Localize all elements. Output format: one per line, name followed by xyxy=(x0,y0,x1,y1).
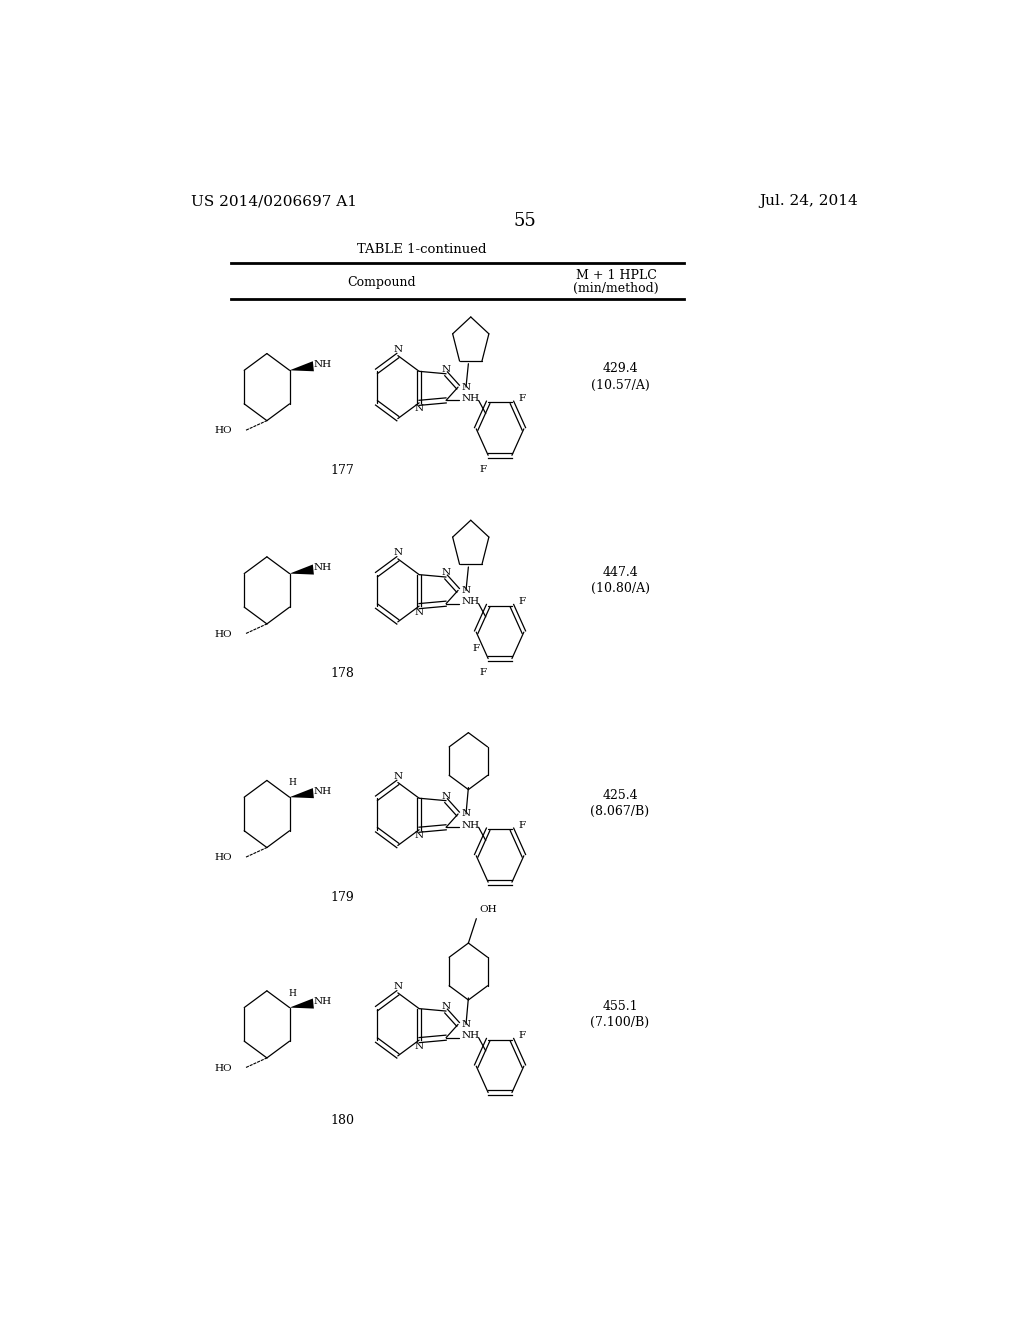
Text: N: N xyxy=(462,1020,471,1028)
Text: 180: 180 xyxy=(331,1114,354,1127)
Polygon shape xyxy=(290,998,314,1008)
Polygon shape xyxy=(290,788,314,799)
Text: N: N xyxy=(415,607,424,616)
Text: HO: HO xyxy=(214,630,232,639)
Text: NH: NH xyxy=(462,821,479,830)
Text: Jul. 24, 2014: Jul. 24, 2014 xyxy=(760,194,858,209)
Text: US 2014/0206697 A1: US 2014/0206697 A1 xyxy=(191,194,357,209)
Text: F: F xyxy=(473,644,480,653)
Text: N: N xyxy=(415,832,424,841)
Text: HO: HO xyxy=(214,1064,232,1073)
Text: 455.1: 455.1 xyxy=(602,999,638,1012)
Text: F: F xyxy=(519,821,526,830)
Text: 178: 178 xyxy=(331,667,354,680)
Text: NH: NH xyxy=(462,393,479,403)
Text: F: F xyxy=(519,1031,526,1040)
Text: NH: NH xyxy=(313,997,332,1006)
Text: Compound: Compound xyxy=(347,276,417,289)
Text: NH: NH xyxy=(462,597,479,606)
Text: (10.80/A): (10.80/A) xyxy=(591,582,649,595)
Text: 447.4: 447.4 xyxy=(602,565,638,578)
Text: NH: NH xyxy=(313,787,332,796)
Text: N: N xyxy=(393,345,402,354)
Text: N: N xyxy=(441,1002,451,1011)
Text: (10.57/A): (10.57/A) xyxy=(591,379,649,392)
Polygon shape xyxy=(290,362,314,371)
Text: N: N xyxy=(441,569,451,577)
Polygon shape xyxy=(290,565,314,574)
Text: F: F xyxy=(480,465,487,474)
Text: N: N xyxy=(462,383,471,392)
Text: NH: NH xyxy=(313,564,332,572)
Text: N: N xyxy=(441,366,451,374)
Text: N: N xyxy=(441,792,451,801)
Text: H: H xyxy=(289,989,297,998)
Text: TABLE 1-continued: TABLE 1-continued xyxy=(357,243,486,256)
Text: H: H xyxy=(289,779,297,788)
Text: F: F xyxy=(519,597,526,606)
Text: N: N xyxy=(415,404,424,413)
Text: HO: HO xyxy=(214,426,232,436)
Text: N: N xyxy=(393,548,402,557)
Text: (min/method): (min/method) xyxy=(573,282,658,294)
Text: 177: 177 xyxy=(331,463,354,477)
Text: NH: NH xyxy=(462,1031,479,1040)
Text: N: N xyxy=(462,586,471,595)
Text: HO: HO xyxy=(214,853,232,862)
Text: F: F xyxy=(480,668,487,677)
Text: M + 1 HPLC: M + 1 HPLC xyxy=(575,269,656,281)
Text: (8.067/B): (8.067/B) xyxy=(591,805,649,818)
Text: 429.4: 429.4 xyxy=(602,362,638,375)
Text: NH: NH xyxy=(313,360,332,368)
Text: 55: 55 xyxy=(513,213,537,231)
Text: (7.100/B): (7.100/B) xyxy=(591,1016,649,1028)
Text: N: N xyxy=(415,1041,424,1051)
Text: 179: 179 xyxy=(331,891,354,904)
Text: 425.4: 425.4 xyxy=(602,789,638,803)
Text: F: F xyxy=(519,393,526,403)
Text: OH: OH xyxy=(479,906,497,913)
Text: N: N xyxy=(393,772,402,781)
Text: N: N xyxy=(462,809,471,818)
Text: N: N xyxy=(393,982,402,991)
